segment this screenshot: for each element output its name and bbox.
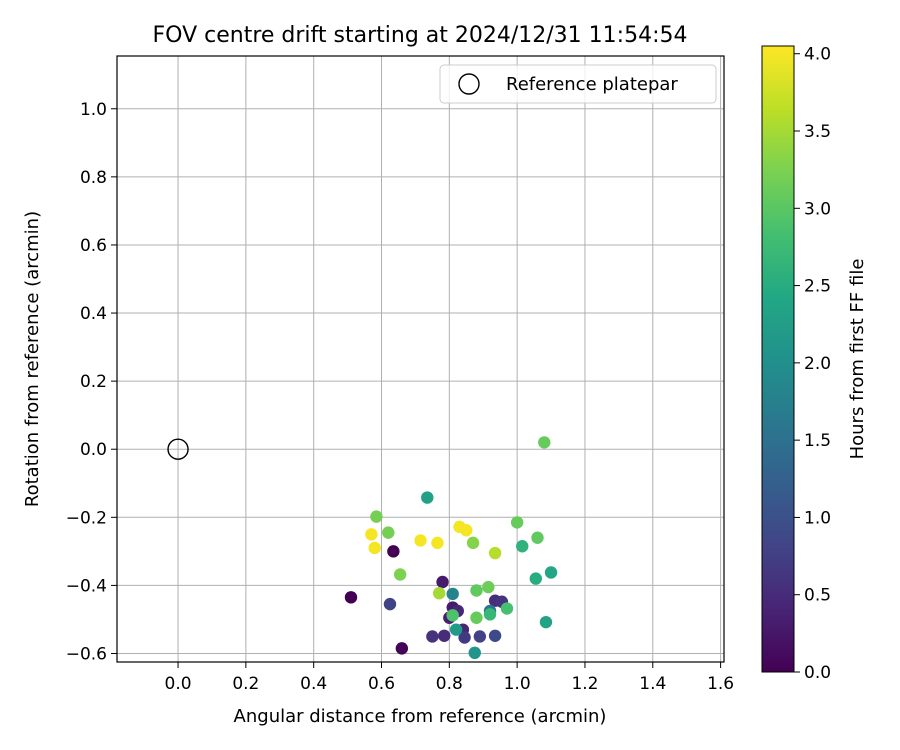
data-point [460, 524, 473, 537]
data-point [488, 546, 502, 560]
legend: Reference platepar [439, 64, 717, 104]
x-tick-label: 0.4 [300, 674, 327, 694]
data-point [483, 608, 497, 621]
x-tick-label: 1.2 [571, 674, 598, 694]
data-point [510, 516, 524, 529]
plot-frame [116, 55, 725, 663]
grid-lines [117, 56, 724, 662]
data-point [446, 587, 459, 601]
data-point [470, 611, 483, 624]
x-axis-label: Angular distance from reference (arcmin) [234, 706, 607, 727]
colorbar-tick-label: 1.5 [804, 431, 831, 451]
data-point [436, 575, 449, 589]
data-point [446, 609, 459, 622]
legend-box [439, 64, 717, 104]
data-point [544, 566, 558, 579]
data-point [421, 491, 434, 504]
x-tick-label: 0.8 [436, 674, 463, 694]
chart-title: FOV centre drift starting at 2024/12/31 … [153, 23, 688, 48]
reference-platepar-marker [167, 438, 189, 460]
colorbar-tick-label: 3.5 [804, 122, 831, 142]
y-tick-label: 0.4 [80, 304, 107, 324]
colorbar-tick-label: 3.0 [804, 199, 831, 219]
colorbar-tick-label: 4.0 [804, 45, 831, 65]
colorbar-tick-label: 0.5 [804, 586, 831, 606]
data-point [500, 602, 514, 615]
data-point [368, 541, 381, 555]
data-point [473, 630, 487, 643]
colorbar-tick-label: 2.5 [804, 277, 831, 297]
data-point [529, 572, 542, 585]
y-tick-label: 0.0 [80, 440, 107, 460]
data-point [382, 526, 395, 539]
data-point [468, 646, 481, 660]
data-point [431, 536, 444, 550]
data-point [482, 580, 495, 594]
data-point [395, 642, 409, 655]
x-tick-label: 1.6 [707, 674, 734, 694]
data-point [458, 631, 471, 644]
data-point [414, 534, 427, 547]
x-tick-label: 0.0 [165, 674, 192, 694]
data-point [438, 629, 451, 642]
colorbar-label: Hours from first FF file [847, 259, 868, 460]
legend-marker-icon [458, 73, 480, 95]
y-axis-ticks: −0.6 −0.4 −0.2 0.0 0.2 0.4 0.6 0.8 1.0 [66, 100, 117, 664]
x-tick-label: 0.2 [232, 674, 259, 694]
colorbar-gradient [761, 45, 795, 673]
data-point [393, 568, 407, 581]
x-axis-ticks: 0.0 0.2 0.4 0.6 0.8 1.0 1.2 1.4 1.6 [165, 662, 734, 694]
y-tick-label: 0.6 [80, 236, 107, 256]
colorbar-tick-label: 1.0 [804, 508, 831, 528]
y-tick-label: 1.0 [80, 100, 107, 120]
y-tick-label: 0.8 [80, 168, 107, 188]
x-tick-label: 1.4 [639, 674, 666, 694]
y-tick-label: 0.2 [80, 372, 107, 392]
data-point [531, 531, 544, 544]
y-tick-label: −0.2 [66, 508, 107, 528]
colorbar-ticks: 0.0 0.5 1.0 1.5 2.0 2.5 3.0 3.5 4.0 [794, 45, 831, 683]
legend-label: Reference platepar [506, 74, 678, 95]
y-axis-label: Rotation from reference (arcmin) [22, 211, 43, 507]
data-point [538, 436, 551, 449]
x-tick-label: 0.6 [368, 674, 395, 694]
data-point [470, 584, 483, 597]
data-point [466, 536, 480, 550]
data-point [365, 528, 378, 541]
data-point [539, 615, 553, 629]
y-tick-label: −0.4 [66, 576, 107, 596]
data-points [344, 436, 558, 660]
data-point [516, 540, 529, 553]
y-tick-label: −0.6 [66, 644, 107, 664]
data-point [426, 630, 439, 643]
x-tick-label: 1.0 [504, 674, 531, 694]
colorbar-tick-label: 2.0 [804, 354, 831, 374]
data-point [387, 545, 400, 558]
colorbar: 0.0 0.5 1.0 1.5 2.0 2.5 3.0 3.5 4.0 Hours from f… [761, 45, 868, 683]
data-point [449, 623, 463, 636]
data-point [383, 597, 397, 611]
colorbar-tick-label: 0.0 [804, 663, 831, 683]
data-point [432, 587, 446, 600]
reference-marker-layer [167, 438, 189, 460]
data-point [344, 591, 358, 604]
data-point [488, 629, 502, 642]
data-point [370, 510, 383, 523]
